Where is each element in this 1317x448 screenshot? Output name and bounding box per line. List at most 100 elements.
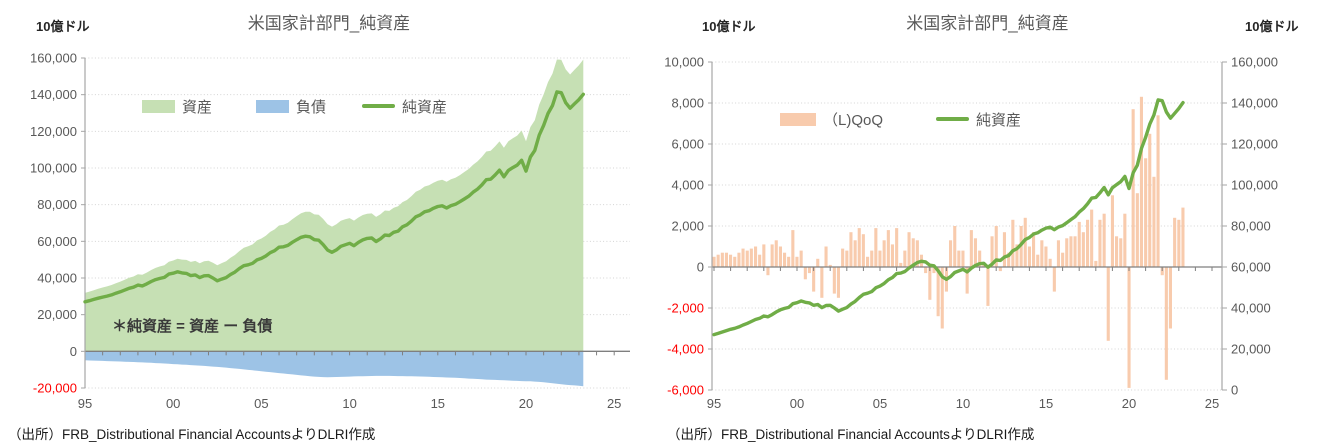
x-axis-tick-label: 25: [607, 396, 621, 411]
legend-item-net-worth: 純資産: [362, 97, 448, 116]
qoq-bar: [1181, 207, 1185, 267]
right-source-note: （出所）FRB_Distributional Financial Account…: [667, 427, 1035, 442]
qoq-bar: [1090, 209, 1094, 267]
qoq-bar: [1007, 252, 1011, 267]
liabilities-area-series: [85, 351, 584, 387]
y-axis-tick-label: 20,000: [37, 307, 77, 322]
qoq-bar: [841, 248, 845, 267]
left-chart: 160,000 140,000 120,000 100,000 80,000 60,000…: [0, 0, 658, 448]
qoq-bar: [754, 246, 758, 267]
right-chart-canvas: 10,000 8,000 6,000 4,000 2,000 0 -2,000 -4,000 -…: [664, 55, 1278, 412]
qoq-bar: [961, 250, 965, 267]
qoq-bar: [957, 250, 961, 267]
qoq-bar: [1119, 238, 1123, 267]
legend-item-assets: 資産: [142, 97, 212, 116]
qoq-bar: [1173, 217, 1177, 267]
qoq-bar: [1040, 240, 1044, 267]
qoq-bar: [911, 238, 915, 267]
left-y-axis-tick-label: -4,000: [667, 342, 704, 357]
qoq-bar: [749, 248, 753, 267]
qoq-bar: [1081, 232, 1085, 267]
qoq-bar: [766, 267, 770, 276]
x-axis-tick-label: 05: [254, 396, 268, 411]
qoq-bar: [774, 240, 778, 267]
legend-label-qoq: （L)QoQ: [823, 111, 884, 129]
net-worth-line-swatch-icon: [936, 117, 969, 121]
qoq-bar: [861, 234, 865, 267]
legend-item-net-worth-right: 純資産: [936, 110, 1021, 129]
right-left-axis-unit-label: 10億ドル: [702, 19, 756, 34]
qoq-bar: [1023, 217, 1027, 267]
legend-label-liabilities: 負債: [296, 98, 327, 116]
legend-item-qoq: （L)QoQ: [780, 110, 884, 129]
qoq-bar: [783, 252, 787, 267]
qoq-bar: [1127, 267, 1131, 388]
qoq-bar: [791, 230, 795, 267]
qoq-bar: [1086, 219, 1090, 267]
qoq-bar: [1044, 246, 1048, 267]
y-axis-tick-label: 80,000: [37, 197, 77, 212]
x-axis-tick-label: 15: [1039, 396, 1053, 411]
qoq-bar: [1139, 96, 1143, 267]
qoq-bar: [1135, 193, 1139, 267]
liabilities-swatch-icon: [256, 99, 289, 113]
qoq-bar: [741, 248, 745, 267]
qoq-bar: [816, 258, 820, 267]
qoq-bar: [886, 230, 890, 267]
left-y-axis-tick-label: -2,000: [667, 301, 704, 316]
qoq-bar: [1148, 133, 1152, 268]
qoq-bar: [1032, 232, 1036, 267]
qoq-bar: [965, 267, 969, 294]
x-axis-tick-label: 10: [956, 396, 970, 411]
qoq-bar: [795, 256, 799, 268]
qoq-bar: [778, 246, 782, 267]
qoq-bar: [1164, 267, 1168, 380]
assets-area-series: [85, 59, 584, 352]
net-worth-line-series: [83, 90, 585, 304]
right-y-axis-tick-label: 40,000: [1231, 301, 1271, 316]
qoq-bar: [1102, 213, 1106, 267]
qoq-bar: [1123, 213, 1127, 267]
right-right-axis-unit-label: 10億ドル: [1245, 19, 1299, 34]
right-y-axis-tick-label: 140,000: [1231, 96, 1278, 111]
left-y-axis-tick-label: -6,000: [667, 383, 704, 398]
qoq-bar: [716, 254, 720, 267]
qoq-bar: [820, 267, 824, 298]
qoq-bar: [770, 244, 774, 267]
y-axis-tick-label: -20,000: [33, 381, 77, 396]
qoq-bar: [758, 254, 762, 267]
right-y-axis-tick-label: 60,000: [1231, 260, 1271, 275]
qoq-bar: [762, 244, 766, 267]
qoq-bar: [890, 244, 894, 267]
qoq-bar: [924, 267, 928, 274]
left-y-axis-tick-label: 4,000: [671, 178, 704, 193]
x-axis-tick-label: 25: [1205, 396, 1219, 411]
qoq-bar: [1056, 240, 1060, 267]
y-axis-tick-label: 0: [70, 344, 77, 359]
qoq-bar: [712, 256, 716, 268]
qoq-bar: [1144, 158, 1148, 267]
qoq-bar: [1106, 267, 1110, 341]
right-y-axis-tick-label: 160,000: [1231, 55, 1278, 70]
qoq-bar: [866, 256, 870, 268]
qoq-bar: [853, 240, 857, 267]
left-chart-canvas: 160,000 140,000 120,000 100,000 80,000 60,000…: [30, 51, 630, 411]
qoq-bar: [882, 240, 886, 267]
qoq-bar: [737, 252, 741, 267]
legend-label-net-worth: 純資産: [402, 98, 448, 116]
net-worth-line-series: [712, 98, 1185, 337]
x-axis-tick-label: 00: [166, 396, 180, 411]
x-axis-tick-label: 10: [342, 396, 356, 411]
left-y-axis-unit-label: 10億ドル: [36, 19, 90, 34]
qoq-bar: [903, 250, 907, 267]
y-axis-tick-label: 140,000: [30, 87, 77, 102]
left-source-note: （出所）FRB_Distributional Financial Account…: [8, 427, 376, 442]
qoq-bar: [720, 252, 724, 267]
qoq-bar: [799, 250, 803, 267]
legend-item-liabilities: 負債: [256, 97, 327, 116]
qoq-bar: [936, 267, 940, 317]
left-y-axis-tick-label: 10,000: [664, 55, 704, 70]
qoq-bar: [836, 267, 840, 298]
qoq-bar: [849, 232, 853, 267]
qoq-bar: [733, 256, 737, 268]
